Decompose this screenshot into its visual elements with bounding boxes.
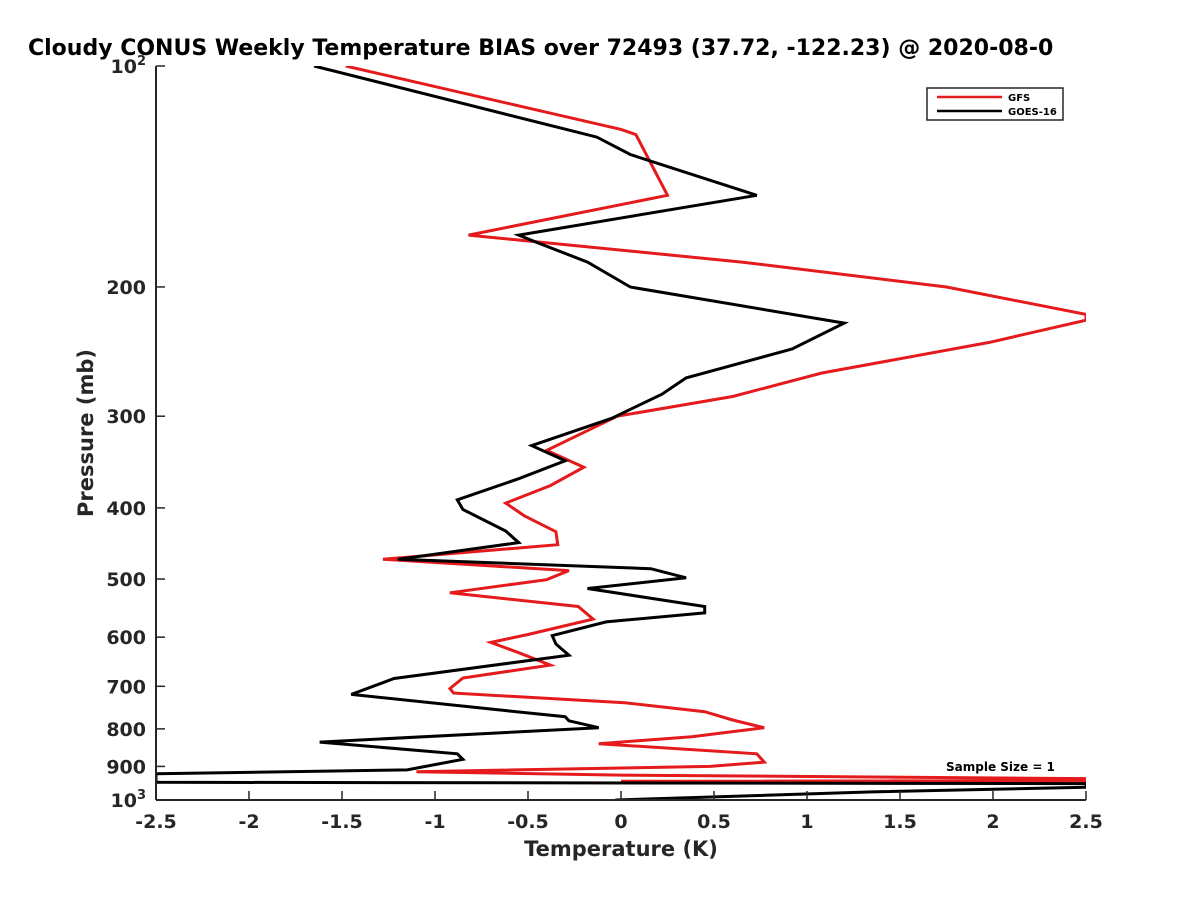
x-tick-label: 1 [800,811,813,833]
x-tick-label: 0 [614,811,627,833]
x-tick-label: -1.5 [321,811,363,833]
y-tick-label: 102 [111,54,147,78]
y-tick-label: 600 [106,627,146,649]
series-line-gfs [345,66,1086,783]
series-layer [156,66,1086,800]
x-tick-label: 2 [986,811,999,833]
chart-title: Cloudy CONUS Weekly Temperature BIAS ove… [28,36,1053,61]
series-line-goes-16 [156,66,1086,800]
y-tick-layer: 102 200 300 400 500 600 700 800 900 103 [106,54,165,812]
sample-size-annotation: Sample Size = 1 [946,760,1055,774]
y-tick-label: 103 [111,788,147,812]
x-tick-label: -2.5 [135,811,177,833]
x-axis-label: Temperature (K) [524,837,718,861]
y-tick-label: 900 [106,756,146,778]
y-tick-label: 700 [106,676,146,698]
x-tick-label: -2 [238,811,259,833]
y-tick-label: 200 [106,277,146,299]
x-tick-label: 0.5 [697,811,731,833]
legend: GFS GOES-16 [926,87,1064,121]
legend-label-goes16: GOES-16 [1008,107,1057,118]
x-tick-label: -1 [424,811,445,833]
y-axis-label: Pressure (mb) [74,349,98,517]
y-tick-label: 400 [106,498,146,520]
legend-box [926,87,1064,121]
x-tick-label: 1.5 [883,811,917,833]
y-tick-label: 500 [106,569,146,591]
x-tick-label: 2.5 [1069,811,1103,833]
legend-label-gfs: GFS [1008,93,1030,104]
x-tick-layer: -2.5 -2 -1.5 -1 -0.5 0 0.5 1 1.5 2 2.5 [135,791,1103,833]
y-tick-label: 800 [106,719,146,741]
y-tick-label: 300 [106,406,146,428]
x-tick-label: -0.5 [507,811,549,833]
